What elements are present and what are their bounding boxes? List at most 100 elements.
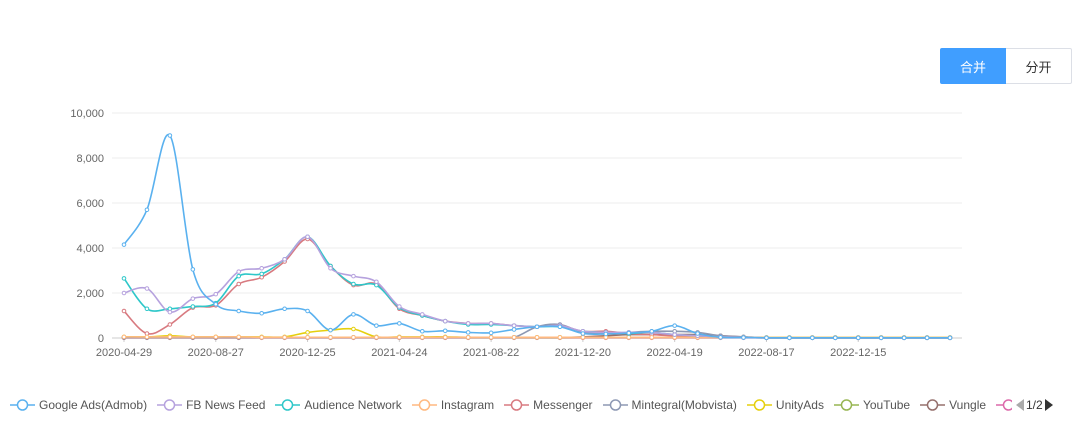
data-point [259, 335, 264, 340]
data-point [832, 335, 838, 341]
data-point [419, 312, 425, 317]
legend-item[interactable]: Vungle [920, 398, 986, 412]
pager-next-icon[interactable] [1044, 399, 1053, 411]
data-point [144, 334, 150, 340]
data-point [190, 334, 196, 340]
legend-label: UnityAds [775, 398, 824, 412]
data-point [305, 330, 310, 335]
data-point [465, 330, 471, 335]
data-point [305, 308, 310, 314]
x-tick-label: 2021-12-20 [555, 347, 611, 359]
data-point [810, 335, 815, 341]
legend-label: YouTube [862, 398, 911, 412]
legend-marker-icon [10, 399, 35, 411]
data-point [695, 331, 700, 336]
legend-label: FB News Feed [186, 398, 266, 412]
data-point [741, 335, 746, 340]
legend-item[interactable]: A [996, 398, 1012, 412]
series-google-ads-admob- [121, 133, 953, 341]
y-tick-label: 0 [98, 333, 104, 345]
x-tick-label: 2022-08-17 [738, 347, 794, 359]
data-point [855, 335, 861, 341]
legend-items: Google Ads(Admob) FB News Feed Audience Ne… [10, 398, 1012, 412]
legend-item[interactable]: FB News Feed [157, 398, 265, 412]
data-point [764, 335, 769, 341]
data-point [282, 256, 287, 262]
data-point [649, 335, 655, 340]
legend-marker-icon [746, 399, 772, 411]
data-point [144, 286, 150, 291]
data-point [351, 281, 356, 287]
legend-item[interactable]: UnityAds [746, 398, 824, 412]
data-point [144, 306, 150, 312]
data-point [718, 335, 723, 340]
legend-marker-icon [602, 399, 628, 411]
data-point [305, 234, 310, 240]
x-tick-label: 2021-04-24 [371, 347, 427, 359]
data-point [374, 335, 379, 340]
data-point [328, 265, 333, 271]
data-point [121, 290, 127, 296]
data-point [557, 324, 563, 330]
legend-item[interactable]: Mintegral(Mobvista) [602, 398, 737, 412]
legend-pager: 1/2 [1016, 398, 1053, 412]
data-point [488, 321, 494, 326]
data-point [213, 291, 219, 297]
data-point [397, 321, 402, 326]
data-point [190, 267, 196, 272]
x-tick-label: 2020-12-25 [279, 347, 335, 359]
data-point [282, 335, 287, 340]
data-point [374, 323, 379, 328]
data-point [236, 273, 242, 279]
data-point [787, 335, 792, 341]
x-tick-label: 2020-04-29 [96, 347, 152, 359]
data-point [328, 335, 333, 340]
data-point [213, 301, 219, 307]
data-point [167, 133, 173, 138]
legend-marker-icon [411, 399, 437, 411]
data-point [236, 281, 242, 287]
y-tick-label: 4,000 [76, 243, 104, 255]
pager-prev-icon[interactable] [1016, 399, 1024, 411]
legend-item[interactable]: Instagram [411, 398, 494, 412]
data-point [167, 322, 173, 327]
legend-label: Vungle [949, 398, 987, 412]
data-point [190, 304, 196, 309]
data-point [488, 330, 494, 336]
legend-item[interactable]: Google Ads(Admob) [10, 398, 147, 412]
data-point [328, 327, 333, 333]
data-point [213, 334, 219, 340]
legend-marker-icon [157, 399, 183, 411]
legend-label: Google Ads(Admob) [39, 398, 148, 412]
data-point [534, 335, 540, 340]
split-button[interactable]: 分开 [1006, 48, 1072, 84]
data-point [167, 334, 173, 340]
legend-item[interactable]: Audience Network [275, 398, 402, 412]
series-fb-news-feed [121, 234, 953, 341]
data-point [672, 323, 677, 328]
legend-marker-icon [920, 399, 946, 411]
legend-item[interactable]: YouTube [833, 398, 911, 412]
series-line [123, 236, 950, 339]
data-point [351, 312, 356, 317]
legend: Google Ads(Admob) FB News Feed Audience Ne… [10, 398, 1080, 412]
data-point [167, 309, 173, 315]
series-messenger [121, 236, 953, 341]
data-point [465, 335, 471, 340]
data-point [236, 269, 242, 274]
data-point [236, 308, 242, 314]
data-point [236, 334, 242, 340]
series-line [123, 238, 950, 339]
axes: 0 2,000 4,000 6,000 8,000 10,000 2020-04-29 202… [70, 108, 962, 359]
merge-button[interactable]: 合并 [940, 48, 1006, 84]
y-tick-label: 6,000 [76, 198, 104, 210]
data-point [511, 335, 517, 340]
data-point [947, 335, 953, 341]
data-point [626, 330, 632, 336]
legend-item[interactable]: Messenger [504, 398, 593, 412]
data-point [351, 326, 356, 332]
data-point [511, 327, 517, 332]
data-point [351, 273, 356, 279]
data-point [672, 332, 677, 337]
data-point [121, 276, 127, 281]
